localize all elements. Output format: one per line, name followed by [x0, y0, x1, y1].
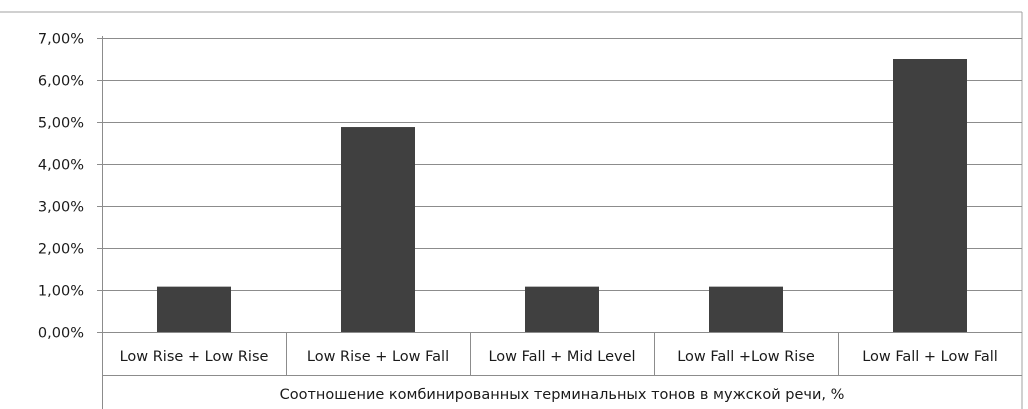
bar	[525, 286, 599, 332]
x-category-label: Low Fall + Low Fall	[862, 349, 998, 365]
y-tick-label: 3,00%	[38, 200, 84, 216]
y-tick-label: 0,00%	[38, 326, 84, 342]
x-category-label: Low Rise + Low Rise	[120, 349, 269, 365]
chart-frame	[0, 11, 1023, 409]
x-category-label: Low Fall +Low Rise	[677, 349, 815, 365]
gridlines	[97, 38, 1022, 333]
x-category-labels: Low Rise + Low Rise Low Rise + Low Fall Lo…	[120, 349, 998, 365]
bar	[157, 286, 231, 332]
y-tick-labels: 0,00% 1,00% 2,00% 3,00% 4,00% 5,00% 6,00% 7,00%	[38, 32, 84, 342]
bars	[157, 59, 967, 332]
x-category-label: Low Fall + Mid Level	[488, 349, 635, 365]
x-axis-title: Соотношение комбинированных терминальных…	[280, 387, 845, 403]
y-tick-label: 2,00%	[38, 242, 84, 258]
y-tick-label: 1,00%	[38, 284, 84, 300]
axes	[102, 36, 1022, 409]
y-tick-label: 5,00%	[38, 116, 84, 132]
bar	[709, 286, 783, 332]
y-tick-label: 7,00%	[38, 32, 84, 48]
y-tick-label: 6,00%	[38, 74, 84, 90]
bar	[341, 127, 415, 332]
y-tick-label: 4,00%	[38, 158, 84, 174]
bar	[893, 59, 967, 332]
x-category-label: Low Rise + Low Fall	[307, 349, 449, 365]
